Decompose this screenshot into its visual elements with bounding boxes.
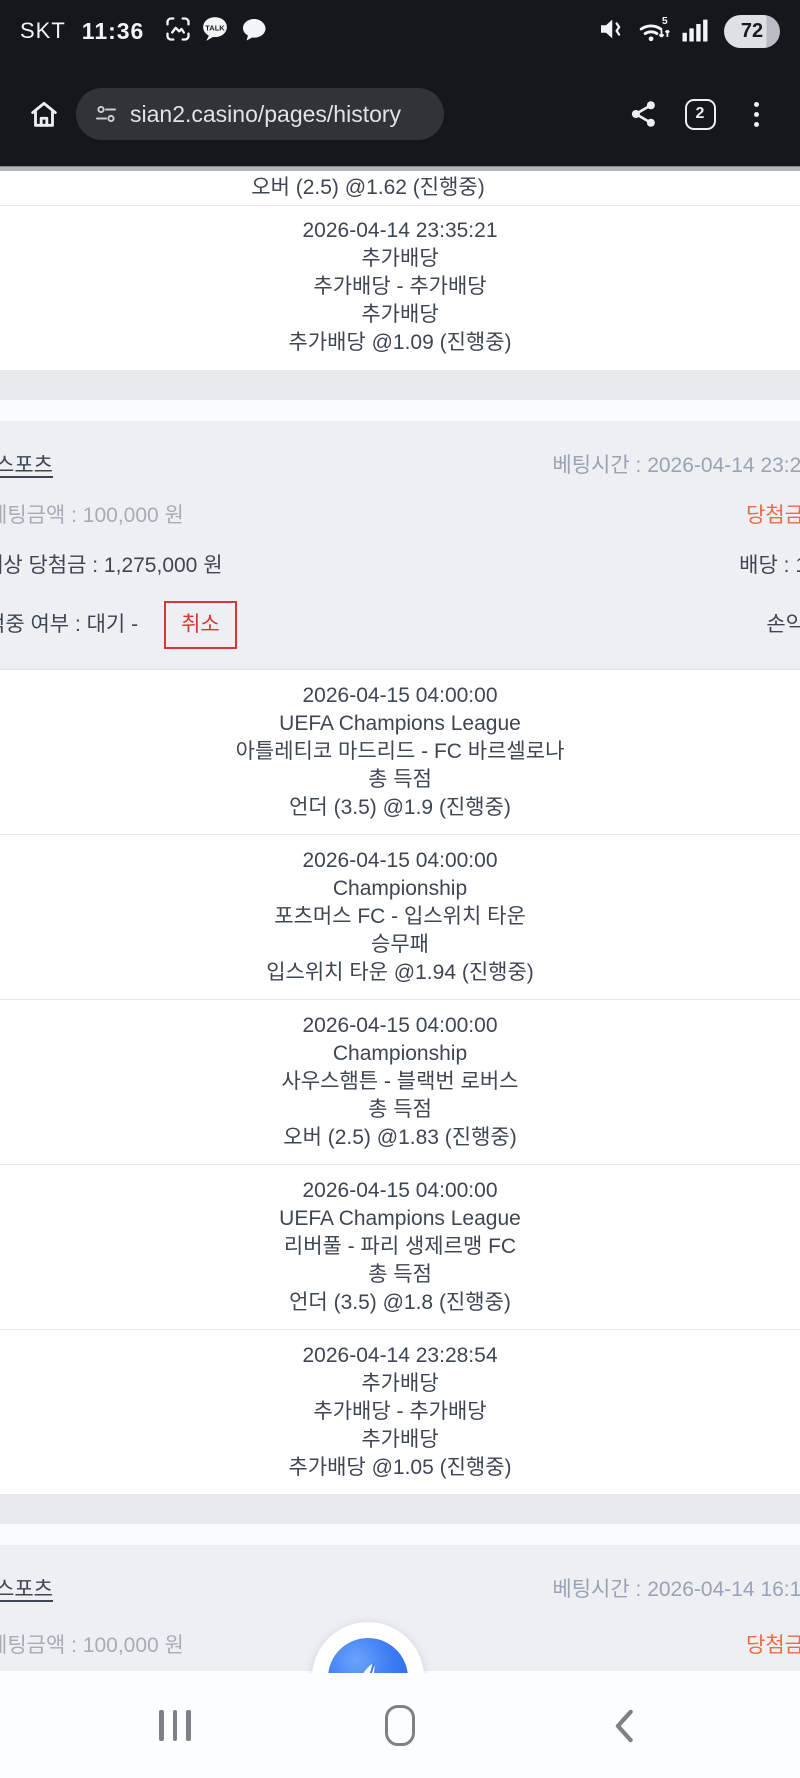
bet-line: 추가배당	[361, 303, 439, 326]
bet-line: 총 득점	[368, 768, 432, 791]
bet-block: 2026-04-14 23:28:54 추가배당 추가배당 - 추가배당 추가배…	[0, 1330, 800, 1495]
share-button[interactable]	[616, 86, 672, 142]
bet-line: 포츠머스 FC - 입스위치 타운	[274, 905, 526, 928]
bet-line: 추가배당 @1.09 (진행중)	[288, 331, 512, 354]
bet-line: 오버 (2.5) @1.62 (진행중)	[251, 176, 485, 199]
bet-line: UEFA Champions League	[279, 1207, 521, 1230]
bet-amount: 베팅금액 : 100,000 원	[0, 1634, 184, 1657]
svg-text:TALK: TALK	[206, 23, 226, 32]
bet-line: Championship	[332, 877, 468, 900]
home-nav-button[interactable]	[365, 1691, 435, 1761]
bet-line: 2026-04-14 23:28:54	[302, 1344, 498, 1367]
vibrate-mute-icon	[596, 14, 626, 49]
bet-line: 추가배당	[361, 1428, 439, 1451]
bet-line: 언더 (3.5) @1.9 (진행중)	[289, 796, 511, 819]
bet-line: 사우스햄튼 - 블랙번 로버스	[281, 1070, 519, 1093]
tab-count: 2	[695, 105, 705, 122]
battery-percent: 72	[740, 19, 764, 42]
home-nav-icon	[385, 1705, 415, 1746]
toolbar-divider	[0, 166, 800, 171]
bet-time: 베팅시간 : 2026-04-14 23:28	[552, 454, 800, 477]
screenshot-icon	[164, 15, 192, 48]
bet-line: 언더 (3.5) @1.8 (진행중)	[289, 1291, 511, 1314]
bet-line: 2026-04-14 23:35:21	[302, 219, 498, 242]
bet-line: 2026-04-15 04:00:00	[302, 1014, 498, 1037]
bet-line: 2026-04-15 04:00:00	[302, 684, 498, 707]
category-link[interactable]: 스포츠	[0, 1578, 53, 1601]
site-controls-icon	[96, 105, 116, 123]
slip-gap-light	[0, 1524, 800, 1545]
back-icon	[615, 1709, 633, 1742]
win-amount-label: 당첨금	[746, 504, 800, 527]
home-icon	[31, 101, 57, 127]
url-bar[interactable]: sian2.casino/pages/history	[76, 88, 444, 140]
bet-line: 입스위치 타운 @1.94 (진행중)	[266, 961, 534, 984]
signal-strength-icon	[680, 14, 710, 49]
slip-gap	[0, 371, 800, 400]
bet-history-page: 오버 (2.5) @1.62 (진행중) 2026-04-14 23:35:21…	[0, 171, 800, 1671]
bet-line: 2026-04-15 04:00:00	[302, 849, 498, 872]
bet-line: 총 득점	[368, 1263, 432, 1286]
bet-line-partial: 오버 (2.5) @1.62 (진행중)	[0, 171, 800, 206]
bet-block: 2026-04-15 04:00:00 Championship 포츠머스 FC…	[0, 835, 800, 1000]
carrier-label: SKT	[20, 18, 66, 43]
bet-line: 2026-04-15 04:00:00	[302, 1179, 498, 1202]
battery-indicator: 72	[724, 14, 780, 48]
bet-line: 추가배당	[361, 1372, 439, 1395]
tab-switcher-button[interactable]: 2	[672, 86, 728, 142]
expected-win: 예상 당첨금 : 1,275,000 원	[0, 554, 223, 577]
status-bar: SKT 11:36 TALK	[0, 0, 800, 62]
cancel-button[interactable]: 취소	[164, 601, 237, 649]
hit-status: 적중 여부 : 대기 -	[0, 613, 139, 636]
category-link[interactable]: 스포츠	[0, 454, 53, 477]
chat-bubble-icon	[238, 14, 268, 49]
profit-label: 손익	[766, 613, 800, 636]
android-navbar	[0, 1673, 800, 1778]
overflow-menu-icon	[753, 101, 759, 127]
tab-count-icon: 2	[684, 98, 716, 130]
bet-line: 승무패	[371, 933, 429, 956]
bet-line: UEFA Champions League	[279, 712, 521, 735]
odds-label: 배당 : 1	[739, 554, 800, 577]
bet-time: 베팅시간 : 2026-04-14 16:16	[552, 1578, 800, 1601]
recents-icon	[159, 1710, 191, 1741]
bet-line: 아틀레티코 마드리드 - FC 바르셀로나	[235, 740, 565, 763]
share-icon	[631, 101, 655, 127]
bet-line: Championship	[332, 1042, 468, 1065]
bet-line: 추가배당 - 추가배당	[313, 1400, 487, 1423]
bet-line: 총 득점	[368, 1098, 432, 1121]
url-text: sian2.casino/pages/history	[130, 100, 402, 127]
recents-button[interactable]	[140, 1691, 210, 1761]
kakaotalk-icon: TALK	[200, 14, 230, 49]
slip-gap	[0, 1495, 800, 1524]
slip-gap-light	[0, 400, 800, 421]
bet-block: 2026-04-15 04:00:00 UEFA Champions Leagu…	[0, 669, 800, 835]
bet-line: 추가배당	[361, 247, 439, 270]
svg-text:5: 5	[662, 15, 668, 26]
browser-toolbar: sian2.casino/pages/history 2	[0, 62, 800, 166]
menu-button[interactable]	[728, 86, 784, 142]
bet-line: 리버풀 - 파리 생제르맹 FC	[283, 1235, 517, 1258]
bet-block: 2026-04-15 04:00:00 Championship 사우스햄튼 -…	[0, 1000, 800, 1165]
bet-slip-summary: 스포츠 베팅시간 : 2026-04-14 23:28 베팅금액 : 100,0…	[0, 421, 800, 669]
bet-line: 추가배당 - 추가배당	[313, 275, 487, 298]
wifi-icon: 5	[636, 13, 670, 50]
bet-line: 추가배당 @1.05 (진행중)	[288, 1456, 512, 1479]
home-button[interactable]	[16, 86, 72, 142]
bet-block: 2026-04-15 04:00:00 UEFA Champions Leagu…	[0, 1165, 800, 1330]
bet-line: 오버 (2.5) @1.83 (진행중)	[283, 1126, 517, 1149]
win-amount-label: 당첨금	[746, 1634, 800, 1657]
back-button[interactable]	[590, 1691, 660, 1761]
bet-block: 2026-04-14 23:35:21 추가배당 추가배당 - 추가배당 추가배…	[0, 206, 800, 371]
bet-amount: 베팅금액 : 100,000 원	[0, 504, 184, 527]
status-clock: 11:36	[81, 17, 145, 44]
